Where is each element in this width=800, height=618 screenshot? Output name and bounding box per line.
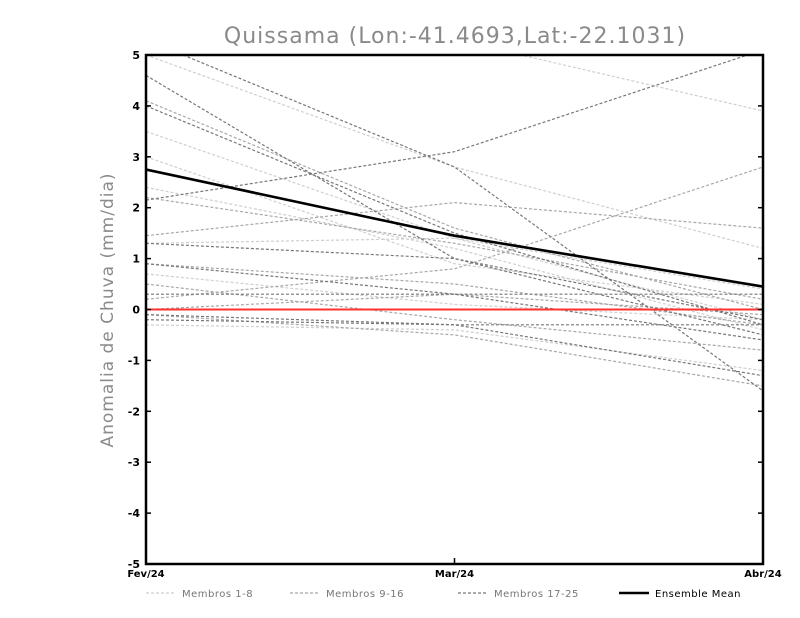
y-tick-label: 0 [132,304,140,317]
series-line-membro-19 [146,242,763,321]
series-line-membro-4 [146,186,763,331]
y-tick-label: -4 [128,507,141,520]
y-tick-label: 3 [132,151,140,164]
y-tick-label: 2 [132,202,140,215]
chart-title: Quissama (Lon:-41.4693,Lat:-22.1031) [224,24,686,49]
series-layer [146,55,763,392]
series-line-membro-18 [146,74,763,336]
y-axis-label: Anomalia de Chuva (mm/dia) [98,172,118,447]
legend-label-membros-1-8: Membros 1-8 [182,589,253,600]
series-line-membro-22 [146,314,763,377]
legend: Membros 1-8 Membros 9-16 Membros 17-25 Ense… [146,589,741,600]
series-line-membro-11 [146,166,763,300]
series-line-membro-2 [146,130,763,321]
y-tick-label: -1 [128,354,140,367]
y-tick-label: -3 [128,456,140,469]
series-line-membro-9 [146,100,763,311]
series-line-membro-3 [146,156,763,305]
series-line-membro-5 [146,237,763,290]
series-line-membro-10 [146,201,763,237]
series-line-membro-20 [146,263,763,295]
series-line-membro-6 [146,273,763,321]
series-line-membro-17 [146,55,750,201]
legend-label-ensemble-mean: Ensemble Mean [655,589,741,600]
series-line-membro-8 [518,55,763,112]
legend-label-membros-17-25: Membros 17-25 [494,589,579,600]
legend-label-membros-9-16: Membros 9-16 [326,589,404,600]
y-tick-label: 5 [132,49,140,62]
y-tick-label: 4 [132,100,140,113]
series-line-membro-23 [146,105,763,326]
series-line-membro-1 [146,55,763,249]
series-line-membro-24 [181,55,763,392]
ensemble-mean-layer [146,168,763,288]
x-tick-label: Mar/24 [435,569,474,580]
series-line-membro-16 [146,314,763,387]
series-line-membro-12 [146,196,763,300]
series-line-membro-25 [146,319,763,326]
y-tick-label: -2 [128,405,140,418]
series-line-membro-13 [146,263,763,326]
series-line-membro-14 [146,293,763,316]
x-tick-label: Fev/24 [127,569,164,580]
series-line-membro-15 [146,283,763,351]
series-line-ensemble-mean [146,168,763,288]
y-tick-label: 1 [132,253,140,266]
series-line-membro-7 [146,324,763,372]
x-axis-ticks: Fev/24 Mar/24 Abr/24 [127,558,782,580]
x-tick-label: Abr/24 [744,569,781,580]
y-axis-ticks: 5 4 3 2 1 0 -1 -2 -3 -4 -5 [128,49,763,571]
y-tick-label: -5 [128,558,140,571]
series-line-membro-21 [146,293,763,341]
